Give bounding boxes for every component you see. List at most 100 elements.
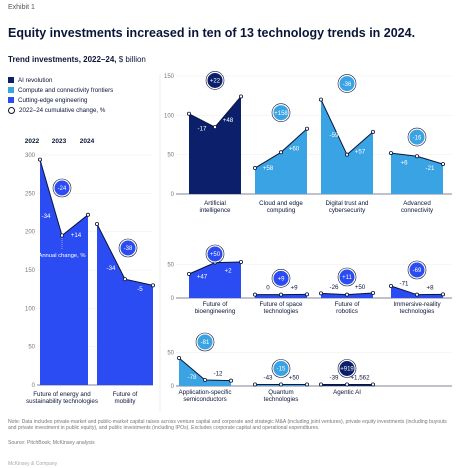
row3-series-0-point-2: [228, 378, 233, 383]
legend: AI revolution Compute and connectivity f…: [8, 75, 113, 115]
legend-label-ai: AI revolution: [18, 76, 53, 84]
row1-series-1-point-2: [304, 126, 309, 131]
left-ytick-6: 0: [32, 383, 36, 389]
row1-ytick-3: 0: [171, 192, 175, 198]
row2-series-0-annual-change-1: +2: [224, 267, 232, 274]
row3-series-0-label: Application-specific semiconductors: [179, 389, 232, 403]
row1-series-1-label: Cloud and edge computing: [259, 200, 303, 214]
row1-series-2-area: [321, 99, 373, 194]
mobility-change-label: -38: [124, 246, 133, 252]
legend-item-compute: Compute and connectivity frontiers: [8, 85, 113, 95]
energy-point-0: [38, 157, 43, 162]
mobility-point-2: [150, 283, 155, 288]
row3-series-2-point-0: [318, 382, 323, 387]
annual-change-annotation: Annual change, %: [38, 253, 85, 259]
row2-ytick-0: 50: [167, 263, 174, 269]
left-ytick-3: 150: [25, 268, 36, 274]
row3-series-2-change-ring: [338, 360, 356, 377]
subtitle-bold: Trend investments, 2022–24,: [8, 55, 117, 64]
row2-series-2-annual-change-0: -26: [330, 284, 340, 291]
row2-series-3-label-line-0: Immersive-reality: [393, 301, 441, 308]
row3-series-2-label: Agentic AI: [333, 389, 361, 396]
mobility-point-0: [95, 221, 100, 226]
energy-point-1: [60, 233, 65, 238]
row3-series-2-label-line-0: Agentic AI: [333, 389, 361, 396]
row1-series-0-annual-change-1: +48: [223, 117, 234, 124]
row2-series-1-label-line-0: Future of space: [260, 301, 304, 308]
row2-series-0-point-0: [186, 271, 191, 276]
row1-series-1-annual-change-1: +60: [289, 146, 300, 153]
row3-series-1-change-ring: [272, 360, 290, 377]
row1-series-2-annual-change-1: +57: [355, 148, 366, 155]
chart-title: Equity investments increased in ten of 1…: [8, 26, 416, 40]
exhibit-label: Exhibit 1: [8, 4, 35, 11]
row1-series-1-point-0: [252, 166, 257, 171]
subtitle-unit: $ billion: [118, 55, 146, 64]
row2-series-1-label: Future of space technologies: [260, 301, 304, 315]
row2-series-2-change-ring-outline: [337, 267, 357, 287]
row1-series-0-point-1: [212, 125, 217, 130]
row2-series-0-label-line-0: Future of: [203, 301, 228, 308]
row2-series-2-change-label: +11: [342, 275, 352, 281]
row1-ytick-2: 50: [167, 153, 174, 159]
row2-series-2-label-line-0: Future of: [335, 301, 360, 308]
left-ytick-0: 300: [25, 153, 36, 159]
row2-series-2-point-2: [370, 290, 375, 295]
row3-series-2-change-ring-outline: [337, 359, 357, 378]
energy-area: [40, 159, 88, 385]
row3-series-0-area: [179, 358, 231, 386]
row1-series-3-label-line-1: connectivity: [401, 207, 434, 214]
year-header-0: 2022: [25, 138, 40, 145]
row3-series-0-label-line-1: semiconductors: [183, 396, 226, 403]
row1-series-0-label-line-1: intelligence: [200, 207, 232, 214]
row1-series-2-annual-change-0: -59: [330, 132, 340, 139]
row2-series-1-change-label: +9: [278, 277, 286, 283]
row1-series-2-change-ring: [338, 75, 356, 93]
brand-logo-text: McKinsey & Company: [8, 461, 58, 467]
row1-series-3-annual-change-1: -21: [426, 165, 436, 172]
row2-series-0-change-ring-outline: [205, 244, 225, 264]
legend-label-compute: Compute and connectivity frontiers: [18, 86, 114, 94]
row3-series-1-change-ring-outline: [271, 359, 291, 378]
row2-series-1-change-ring: [272, 269, 290, 287]
row2-series-0-change-ring: [206, 245, 224, 263]
row1-series-2-label: Digital trust and cybersecurity: [326, 200, 370, 214]
row2-series-3-point-0: [388, 283, 393, 288]
row1-series-1-label-line-0: Cloud and edge: [259, 200, 303, 207]
left-series-label-line-0-1: sustainability technologies: [26, 398, 98, 405]
left-ytick-4: 100: [25, 306, 36, 312]
mobility-area: [97, 224, 153, 385]
row2-series-0-point-2: [238, 259, 243, 264]
row1-series-3-point-2: [440, 162, 445, 167]
energy-change-ring: [53, 179, 71, 197]
left-series-label-0: Future of energy and sustainability techn…: [26, 391, 98, 405]
row3-series-1-label-line-0: Quantum: [268, 389, 293, 396]
row3-series-1-point-0: [252, 382, 257, 387]
row3-series-1-point-1: [278, 382, 283, 387]
row1-series-1-change-ring: [272, 104, 290, 122]
row2-series-3-change-label: -69: [413, 268, 422, 274]
left-series-label-line-1-0: Future of: [113, 391, 138, 398]
row3-series-0-change-ring: [196, 333, 214, 351]
legend-label-change: 2022–24 cumulative change, %: [19, 106, 106, 114]
row1-series-3-label-line-0: Advanced: [403, 200, 431, 207]
row1-series-0-change-ring: [206, 71, 224, 89]
row2-series-1-point-1: [278, 292, 283, 297]
row1-series-2-change-label: -36: [343, 82, 352, 88]
row3-ytick-0: 50: [167, 351, 174, 357]
row1-series-0-change-label: +22: [210, 79, 221, 85]
row3-series-2-point-2: [370, 382, 375, 387]
row1-series-3-point-1: [414, 154, 419, 159]
left-ytick-5: 50: [28, 345, 35, 351]
row2-series-2-point-0: [318, 291, 323, 296]
row1-series-2-label-line-1: cybersecurity: [329, 207, 366, 214]
left-ytick-2: 200: [25, 230, 36, 236]
row3-series-0-change-ring-outline: [195, 332, 215, 352]
row1-ytick-1: 100: [164, 113, 175, 119]
row1-series-0-label-line-0: Artificial: [204, 200, 226, 207]
row2-series-0-area: [189, 262, 241, 298]
row2-series-0-label-line-1: bioengineering: [195, 308, 236, 315]
legend-item-ai: AI revolution: [8, 75, 113, 85]
row2-series-1-label-line-1: technologies: [264, 308, 299, 315]
row2-series-2-point-1: [344, 292, 349, 297]
